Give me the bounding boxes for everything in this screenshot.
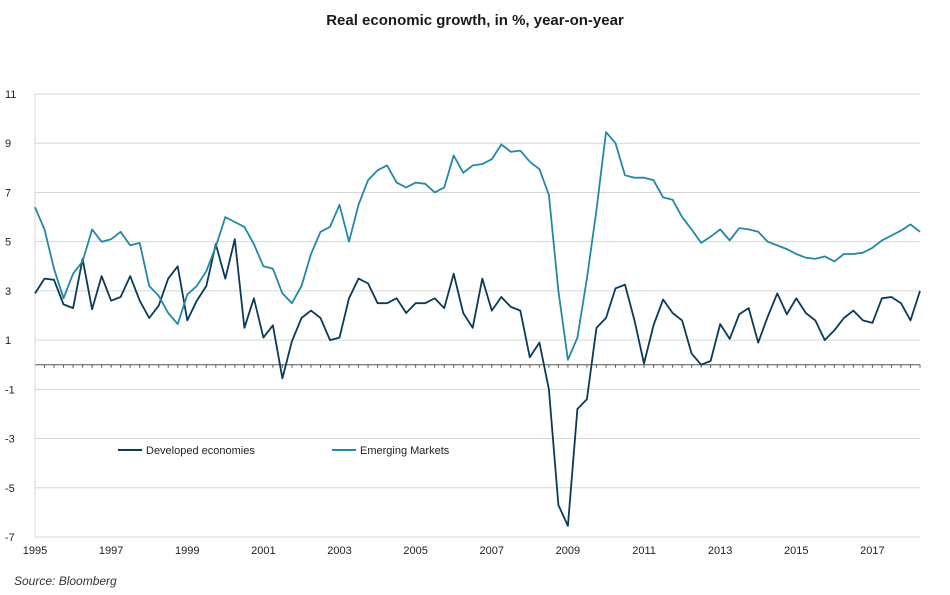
x-tick-label: 2017 [860,545,884,557]
x-tick-label: 2005 [403,545,427,557]
y-tick-label: 1 [5,335,11,347]
series-line-developed [34,238,921,527]
y-tick-label: 11 [5,89,16,101]
x-tick-label: 2001 [251,545,275,557]
legend-label-developed: Developed economies [146,445,255,457]
x-tick-label: 1997 [99,545,123,557]
y-tick-label: -7 [5,532,15,544]
series-line-emerging [34,131,921,361]
y-tick-label: -5 [5,483,15,495]
chart-title: Real economic growth, in %, year-on-year [326,12,624,29]
legend: Developed economies Emerging Markets [118,445,450,457]
series-lines [34,131,921,527]
x-tick-label: 1999 [175,545,199,557]
x-tick-label: 2013 [708,545,732,557]
y-tick-label: -3 [5,434,15,446]
x-tick-label: 2007 [480,545,504,557]
x-tick-label: 2011 [632,545,656,557]
y-tick-label: -1 [5,384,15,396]
x-tick-label: 1995 [23,545,47,557]
legend-label-emerging: Emerging Markets [360,445,450,457]
x-tick-label: 2015 [784,545,808,557]
axis-ticks: 11 9 7 5 3 1 -1 -3 -5 -7 1995 1997 1999 2001 2003 2005 2… [5,89,885,557]
gridlines [34,93,921,538]
x-tick-label: 2003 [327,545,351,557]
y-tick-label: 9 [5,138,11,150]
y-tick-label: 3 [5,286,11,298]
y-tick-label: 7 [5,187,11,199]
source-note: Source: Bloomberg [14,574,117,588]
x-tick-label: 2009 [556,545,580,557]
y-tick-label: 5 [5,237,11,249]
